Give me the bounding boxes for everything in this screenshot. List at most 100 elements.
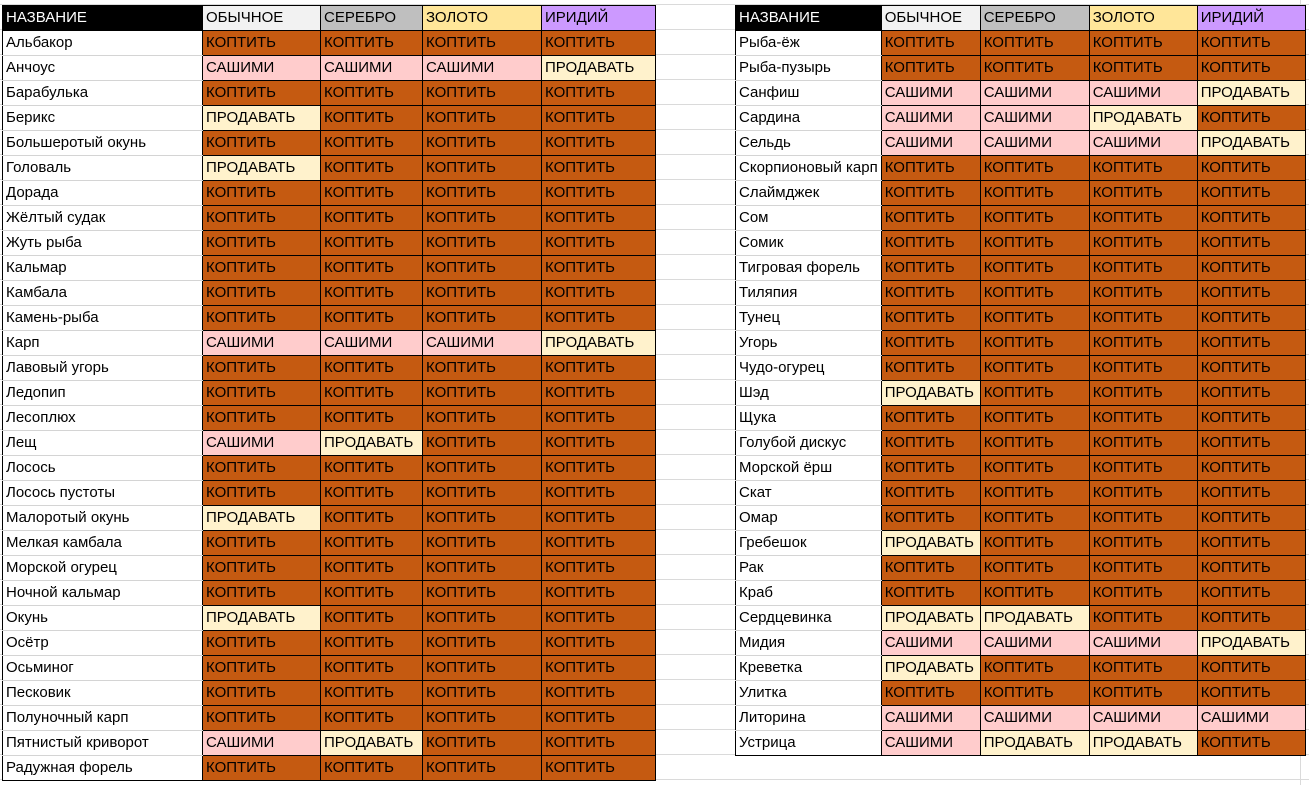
- action-cell-normal[interactable]: ПРОДАВАТЬ: [880, 655, 981, 681]
- fish-name-cell[interactable]: Жуть рыба: [2, 230, 203, 256]
- action-cell-iridium[interactable]: КОПТИТЬ: [1196, 205, 1306, 231]
- action-cell-silver[interactable]: САШИМИ: [979, 105, 1090, 131]
- action-cell-normal[interactable]: ПРОДАВАТЬ: [202, 155, 321, 181]
- action-cell-gold[interactable]: КОПТИТЬ: [422, 105, 542, 131]
- action-cell-iridium[interactable]: ПРОДАВАТЬ: [1196, 130, 1306, 156]
- action-cell-gold[interactable]: КОПТИТЬ: [1088, 655, 1198, 681]
- action-cell-iridium[interactable]: КОПТИТЬ: [541, 30, 656, 56]
- action-cell-gold[interactable]: САШИМИ: [1088, 630, 1198, 656]
- action-cell-gold[interactable]: КОПТИТЬ: [1088, 680, 1198, 706]
- action-cell-iridium[interactable]: КОПТИТЬ: [1196, 230, 1306, 256]
- action-cell-iridium[interactable]: КОПТИТЬ: [1196, 730, 1306, 756]
- action-cell-normal[interactable]: КОПТИТЬ: [202, 555, 321, 581]
- fish-name-cell[interactable]: Гребешок: [735, 530, 882, 556]
- action-cell-gold[interactable]: КОПТИТЬ: [1088, 280, 1198, 306]
- fish-name-cell[interactable]: Рак: [735, 555, 882, 581]
- action-cell-normal[interactable]: КОПТИТЬ: [202, 455, 321, 481]
- action-cell-normal[interactable]: КОПТИТЬ: [880, 180, 981, 206]
- action-cell-gold[interactable]: КОПТИТЬ: [422, 305, 542, 331]
- action-cell-normal[interactable]: САШИМИ: [202, 430, 321, 456]
- action-cell-iridium[interactable]: КОПТИТЬ: [541, 205, 656, 231]
- action-cell-silver[interactable]: КОПТИТЬ: [320, 355, 423, 381]
- header-iridium[interactable]: ИРИДИЙ: [1196, 5, 1306, 31]
- action-cell-normal[interactable]: КОПТИТЬ: [880, 255, 981, 281]
- action-cell-silver[interactable]: КОПТИТЬ: [320, 230, 423, 256]
- action-cell-iridium[interactable]: КОПТИТЬ: [1196, 305, 1306, 331]
- action-cell-iridium[interactable]: КОПТИТЬ: [541, 530, 656, 556]
- action-cell-normal[interactable]: КОПТИТЬ: [880, 430, 981, 456]
- action-cell-silver[interactable]: КОПТИТЬ: [979, 30, 1090, 56]
- action-cell-normal[interactable]: ПРОДАВАТЬ: [880, 530, 981, 556]
- fish-name-cell[interactable]: Тигровая форель: [735, 255, 882, 281]
- action-cell-normal[interactable]: КОПТИТЬ: [202, 130, 321, 156]
- action-cell-silver[interactable]: КОПТИТЬ: [320, 455, 423, 481]
- action-cell-gold[interactable]: САШИМИ: [422, 55, 542, 81]
- fish-name-cell[interactable]: Карп: [2, 330, 203, 356]
- action-cell-gold[interactable]: КОПТИТЬ: [1088, 355, 1198, 381]
- action-cell-silver[interactable]: КОПТИТЬ: [979, 680, 1090, 706]
- action-cell-normal[interactable]: САШИМИ: [202, 55, 321, 81]
- fish-name-cell[interactable]: Устрица: [735, 730, 882, 756]
- fish-name-cell[interactable]: Скат: [735, 480, 882, 506]
- action-cell-iridium[interactable]: КОПТИТЬ: [1196, 455, 1306, 481]
- action-cell-normal[interactable]: КОПТИТЬ: [202, 380, 321, 406]
- action-cell-gold[interactable]: КОПТИТЬ: [422, 630, 542, 656]
- action-cell-normal[interactable]: КОПТИТЬ: [880, 405, 981, 431]
- action-cell-normal[interactable]: КОПТИТЬ: [880, 580, 981, 606]
- action-cell-iridium[interactable]: КОПТИТЬ: [541, 430, 656, 456]
- fish-name-cell[interactable]: Сом: [735, 205, 882, 231]
- fish-name-cell[interactable]: Кальмар: [2, 255, 203, 281]
- fish-name-cell[interactable]: Санфиш: [735, 80, 882, 106]
- action-cell-normal[interactable]: САШИМИ: [880, 630, 981, 656]
- action-cell-gold[interactable]: САШИМИ: [1088, 705, 1198, 731]
- action-cell-normal[interactable]: КОПТИТЬ: [202, 80, 321, 106]
- action-cell-gold[interactable]: КОПТИТЬ: [1088, 480, 1198, 506]
- action-cell-gold[interactable]: КОПТИТЬ: [422, 530, 542, 556]
- action-cell-gold[interactable]: КОПТИТЬ: [422, 480, 542, 506]
- action-cell-iridium[interactable]: КОПТИТЬ: [541, 255, 656, 281]
- action-cell-iridium[interactable]: КОПТИТЬ: [541, 630, 656, 656]
- action-cell-normal[interactable]: КОПТИТЬ: [202, 680, 321, 706]
- action-cell-iridium[interactable]: КОПТИТЬ: [1196, 280, 1306, 306]
- action-cell-gold[interactable]: КОПТИТЬ: [422, 205, 542, 231]
- action-cell-silver[interactable]: КОПТИТЬ: [979, 580, 1090, 606]
- fish-name-cell[interactable]: Жёлтый судак: [2, 205, 203, 231]
- action-cell-normal[interactable]: КОПТИТЬ: [880, 305, 981, 331]
- action-cell-normal[interactable]: КОПТИТЬ: [880, 455, 981, 481]
- action-cell-iridium[interactable]: КОПТИТЬ: [1196, 55, 1306, 81]
- action-cell-gold[interactable]: КОПТИТЬ: [1088, 255, 1198, 281]
- action-cell-gold[interactable]: КОПТИТЬ: [1088, 530, 1198, 556]
- action-cell-silver[interactable]: ПРОДАВАТЬ: [979, 605, 1090, 631]
- action-cell-gold[interactable]: КОПТИТЬ: [1088, 330, 1198, 356]
- fish-name-cell[interactable]: Дорада: [2, 180, 203, 206]
- action-cell-iridium[interactable]: КОПТИТЬ: [1196, 505, 1306, 531]
- action-cell-gold[interactable]: КОПТИТЬ: [422, 230, 542, 256]
- fish-name-cell[interactable]: Краб: [735, 580, 882, 606]
- fish-name-cell[interactable]: Малоротый окунь: [2, 505, 203, 531]
- fish-name-cell[interactable]: Рыба-пузырь: [735, 55, 882, 81]
- action-cell-silver[interactable]: КОПТИТЬ: [979, 180, 1090, 206]
- fish-name-cell[interactable]: Камень-рыба: [2, 305, 203, 331]
- action-cell-silver[interactable]: КОПТИТЬ: [320, 530, 423, 556]
- header-gold[interactable]: ЗОЛОТО: [422, 5, 542, 31]
- action-cell-gold[interactable]: КОПТИТЬ: [1088, 55, 1198, 81]
- action-cell-gold[interactable]: КОПТИТЬ: [422, 155, 542, 181]
- fish-name-cell[interactable]: Лавовый угорь: [2, 355, 203, 381]
- action-cell-silver[interactable]: САШИМИ: [979, 130, 1090, 156]
- action-cell-iridium[interactable]: КОПТИТЬ: [1196, 155, 1306, 181]
- action-cell-silver[interactable]: ПРОДАВАТЬ: [320, 730, 423, 756]
- action-cell-silver[interactable]: КОПТИТЬ: [979, 430, 1090, 456]
- action-cell-silver[interactable]: КОПТИТЬ: [979, 205, 1090, 231]
- fish-name-cell[interactable]: Ледопип: [2, 380, 203, 406]
- action-cell-iridium[interactable]: КОПТИТЬ: [541, 105, 656, 131]
- fish-name-cell[interactable]: Анчоус: [2, 55, 203, 81]
- action-cell-silver[interactable]: КОПТИТЬ: [320, 605, 423, 631]
- action-cell-silver[interactable]: САШИМИ: [320, 55, 423, 81]
- action-cell-normal[interactable]: КОПТИТЬ: [880, 680, 981, 706]
- action-cell-gold[interactable]: КОПТИТЬ: [422, 605, 542, 631]
- action-cell-iridium[interactable]: КОПТИТЬ: [541, 455, 656, 481]
- action-cell-normal[interactable]: ПРОДАВАТЬ: [202, 505, 321, 531]
- action-cell-silver[interactable]: КОПТИТЬ: [320, 105, 423, 131]
- action-cell-iridium[interactable]: КОПТИТЬ: [1196, 480, 1306, 506]
- action-cell-iridium[interactable]: КОПТИТЬ: [1196, 105, 1306, 131]
